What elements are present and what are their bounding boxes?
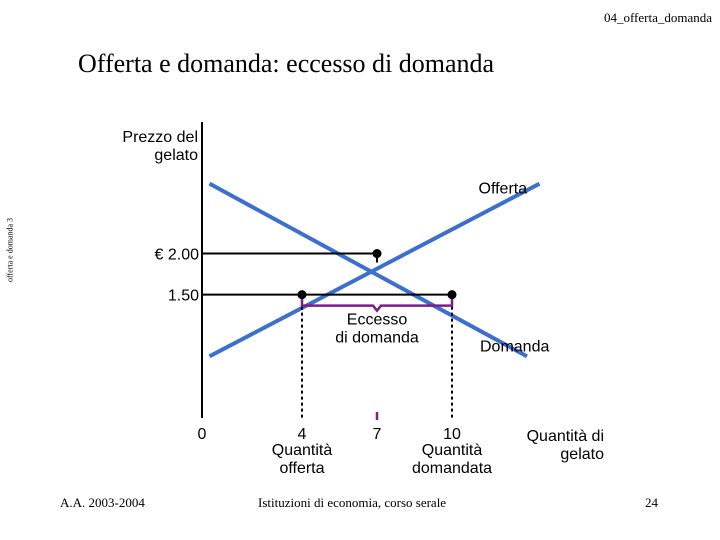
quantity-supplied-point	[297, 290, 307, 300]
quantity-tick-10: 10	[443, 426, 461, 443]
y-axis-label-line2: gelato	[154, 147, 198, 164]
x-origin-label: 0	[198, 426, 207, 443]
shortage-bracket	[300, 297, 454, 313]
quantity-supplied-caption-line1: Quantità	[272, 442, 333, 459]
quantity-demanded-point	[447, 290, 457, 300]
x-axis-label-line2: gelato	[560, 446, 604, 463]
y-axis-label-line1: Prezzo del	[122, 129, 198, 146]
footer-course-name: Istituzioni di economia, corso serale	[258, 495, 447, 510]
demand-curve-label: Domanda	[480, 338, 549, 355]
slide-title: Offerta e domanda: eccesso di domanda	[78, 49, 495, 78]
x-axis-label-line1: Quantità di	[527, 428, 604, 445]
quantity-supplied-caption-line2: offerta	[279, 460, 324, 477]
quantity-tick-4: 4	[298, 426, 307, 443]
supply-curve-label: Offerta	[479, 181, 528, 198]
shortage-label-line2: di domanda	[335, 330, 419, 347]
quantity-demanded-caption-line1: Quantità	[422, 442, 483, 459]
price-label-1-50: 1.50	[168, 288, 199, 305]
equilibrium-point	[372, 249, 382, 259]
quantity-demanded-caption-line2: domandata	[412, 460, 492, 477]
domanda-curve	[208, 181, 528, 359]
page-number: 24	[645, 495, 658, 510]
quantity-tick-7: 7	[373, 426, 382, 443]
price-label-2-00: € 2.00	[155, 247, 200, 264]
offerta-curve	[208, 181, 541, 359]
header-label: 04_offerta_domanda	[603, 10, 712, 25]
footer-course-year: A.A. 2003-2004	[60, 495, 145, 510]
shortage-label-line1: Eccesso	[347, 312, 408, 329]
